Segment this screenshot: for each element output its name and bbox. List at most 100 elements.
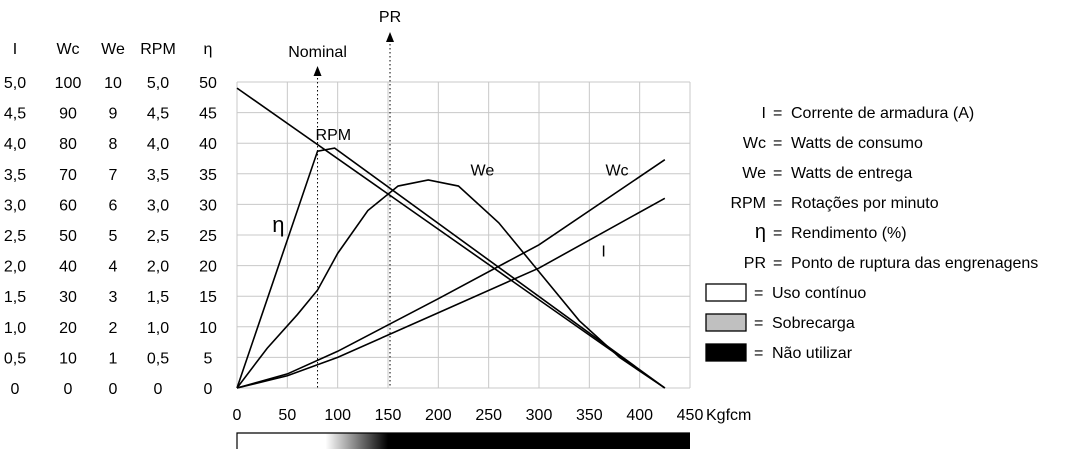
y-tick-label: 20	[59, 320, 77, 337]
legend-equals: =	[773, 255, 782, 272]
series-label: η	[272, 212, 284, 237]
y-tick-label: 35	[199, 167, 217, 184]
legend: I = Corrente de armadura (A) Wc = Watts de co…	[705, 105, 1038, 362]
y-tick-label: 20	[199, 259, 217, 276]
y-tick-label: 0	[11, 381, 20, 398]
y-tick-label: 5	[109, 228, 118, 245]
series-label: RPM	[316, 127, 352, 144]
x-tick-label: 250	[475, 407, 502, 424]
legend-key: PR	[744, 255, 766, 272]
y-tick-label: 1,5	[4, 289, 26, 306]
y-tick-label: 25	[199, 228, 217, 245]
legend-equals: =	[754, 315, 763, 332]
legend-key: Wc	[743, 135, 766, 152]
y-tick-label: 3,0	[147, 197, 169, 214]
axis-header-1: Wc	[56, 41, 79, 58]
y-tick-label: 2,0	[4, 259, 26, 276]
y-tick-label: 9	[109, 106, 118, 123]
y-tick-label: 100	[55, 75, 82, 92]
legend-zone-text: Não utilizar	[772, 345, 853, 362]
marker-arrow-icon	[313, 66, 322, 76]
y-tick-label: 1,0	[4, 320, 26, 337]
y-tick-label: 4,5	[147, 106, 169, 123]
y-tick-label: 10	[104, 75, 122, 92]
y-tick-label: 0,5	[4, 350, 26, 367]
legend-text: Watts de entrega	[791, 165, 912, 182]
usage-bar	[237, 433, 690, 449]
marker-arrow-icon	[386, 32, 395, 42]
usage-zone-bar	[236, 432, 690, 449]
legend-equals: =	[773, 165, 782, 182]
y-tick-label: 0	[109, 381, 118, 398]
series-line-1	[236, 147, 666, 389]
legend-equals: =	[773, 225, 782, 242]
legend-key: I	[762, 105, 766, 122]
x-tick-label: 400	[626, 407, 653, 424]
y-tick-label: 80	[59, 136, 77, 153]
y-tick-label: 2	[109, 320, 118, 337]
y-tick-label: 5	[204, 350, 213, 367]
markers: Nominal PR	[288, 9, 401, 388]
x-tick-label: 300	[526, 407, 553, 424]
legend-equals: =	[754, 285, 763, 302]
legend-equals: =	[773, 105, 782, 122]
legend-swatch	[705, 283, 747, 302]
y-tick-label: 4	[109, 259, 118, 276]
y-tick-label: 30	[199, 197, 217, 214]
y-tick-label: 70	[59, 167, 77, 184]
series-label: I	[601, 243, 605, 260]
y-tick-label: 45	[199, 106, 217, 123]
y-tick-label: 1	[109, 350, 118, 367]
x-axis-label: Kgfcm	[706, 407, 751, 424]
legend-text: Watts de consumo	[791, 135, 923, 152]
y-tick-label: 0,5	[147, 350, 169, 367]
legend-swatch	[705, 343, 747, 362]
y-tick-label: 40	[199, 136, 217, 153]
y-tick-label: 6	[109, 197, 118, 214]
y-tick-label: 3,0	[4, 197, 26, 214]
x-tick-label: 200	[425, 407, 452, 424]
y-tick-label: 1,5	[147, 289, 169, 306]
series-labels: RPM η We Wc I	[272, 127, 628, 260]
y-tick-label: 15	[199, 289, 217, 306]
legend-zone-text: Uso contínuo	[772, 285, 866, 302]
x-tick-label: 350	[576, 407, 603, 424]
y-tick-label: 2,0	[147, 259, 169, 276]
y-tick-label: 10	[199, 320, 217, 337]
legend-text: Rotações por minuto	[791, 195, 939, 212]
marker-label: PR	[379, 9, 401, 26]
y-tick-label: 0	[154, 381, 163, 398]
x-tick-label: 450	[677, 407, 704, 424]
axis-header-2: We	[101, 41, 125, 58]
legend-equals: =	[773, 135, 782, 152]
y-tick-label: 0	[64, 381, 73, 398]
y-tick-label: 2,5	[4, 228, 26, 245]
x-tick-label: 100	[324, 407, 351, 424]
y-tick-label: 60	[59, 197, 77, 214]
y-tick-label: 1,0	[147, 320, 169, 337]
legend-text: Rendimento (%)	[791, 225, 907, 242]
legend-key: We	[742, 165, 766, 182]
grid	[236, 81, 691, 389]
legend-text: Corrente de armadura (A)	[791, 105, 974, 122]
legend-equals: =	[773, 195, 782, 212]
legend-key: RPM	[730, 195, 766, 212]
axis-header-3: RPM	[140, 41, 176, 58]
axis-header-0: I	[13, 41, 17, 58]
y-tick-label: 8	[109, 136, 118, 153]
y-tick-label: 0	[204, 381, 213, 398]
legend-text: Ponto de ruptura das engrenagens	[791, 255, 1038, 272]
y-tick-label: 30	[59, 289, 77, 306]
y-tick-label: 4,0	[4, 136, 26, 153]
series	[236, 87, 666, 389]
y-tick-label: 4,0	[147, 136, 169, 153]
legend-swatch	[705, 313, 747, 332]
y-tick-label: 40	[59, 259, 77, 276]
marker-label: Nominal	[288, 44, 347, 61]
y-tick-label: 50	[59, 228, 77, 245]
y-tick-label: 2,5	[147, 228, 169, 245]
y-tick-label: 4,5	[4, 106, 26, 123]
axis-header-4: η	[204, 41, 213, 58]
legend-zone-text: Sobrecarga	[772, 315, 855, 332]
